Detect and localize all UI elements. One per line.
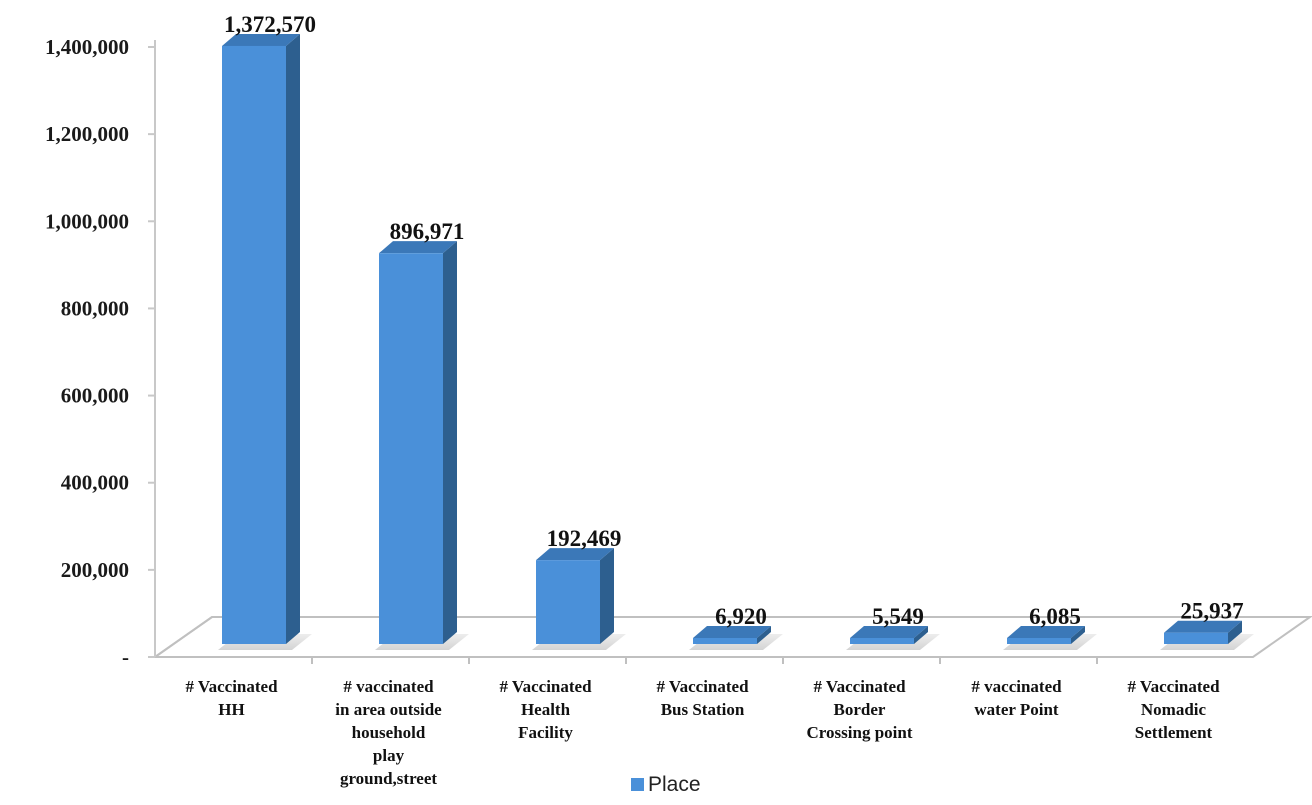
bar-side xyxy=(600,548,614,644)
bar-top xyxy=(1007,626,1085,638)
category-label-line: # Vaccinated xyxy=(656,677,749,696)
category-label: # Vaccinated Border Crossing point xyxy=(807,677,913,742)
bar xyxy=(1160,620,1254,650)
x-axis-labels: # Vaccinated HH # vaccinated in area outsid… xyxy=(185,677,1220,788)
category-label-line: Health xyxy=(521,700,571,719)
value-label: 6,085 xyxy=(1029,604,1081,629)
y-tick-label: 200,000 xyxy=(61,558,129,582)
category-label-line: Bus Station xyxy=(661,700,745,719)
bar-front xyxy=(1007,638,1071,644)
bar-front xyxy=(693,638,757,644)
category-label-line: Settlement xyxy=(1135,723,1213,742)
value-labels: 1,372,570 896,971 192,469 6,920 5,549 6,085 25… xyxy=(224,12,1244,629)
value-label: 192,469 xyxy=(547,526,622,551)
bar-top xyxy=(536,548,614,561)
floor-back-edge xyxy=(154,616,1310,658)
category-label-line: # Vaccinated xyxy=(499,677,592,696)
legend-swatch xyxy=(631,778,644,791)
category-label: # Vaccinated Nomadic Settlement xyxy=(1127,677,1220,742)
bar-front xyxy=(536,560,600,644)
bar xyxy=(218,33,312,650)
bar-top xyxy=(850,626,928,638)
bar-side xyxy=(1071,626,1085,644)
category-label-line: # vaccinated xyxy=(971,677,1062,696)
bar xyxy=(846,626,940,650)
legend: Place xyxy=(631,773,701,796)
category-label-line: Facility xyxy=(518,723,573,742)
y-tick-label: 1,400,000 xyxy=(45,35,129,59)
category-label-line: # vaccinated xyxy=(343,677,434,696)
bar-top xyxy=(1164,620,1242,633)
bar xyxy=(532,548,626,650)
category-label-line: in area outside xyxy=(335,700,442,719)
value-label: 896,971 xyxy=(390,219,465,244)
bars xyxy=(218,33,1254,650)
y-tick-label: 400,000 xyxy=(61,471,129,495)
y-tick-label: 1,200,000 xyxy=(45,122,129,146)
bar-side xyxy=(443,241,457,644)
value-label: 25,937 xyxy=(1180,599,1243,624)
bar-side xyxy=(1228,620,1242,644)
category-label-line: # Vaccinated xyxy=(185,677,278,696)
bar-top xyxy=(379,241,457,254)
category-label-line: play xyxy=(373,746,405,765)
category-label-line: HH xyxy=(218,700,244,719)
bar-side xyxy=(914,626,928,644)
category-label: # Vaccinated Bus Station xyxy=(656,677,749,719)
bar-top xyxy=(222,33,300,46)
bar xyxy=(689,626,783,650)
category-label-line: household xyxy=(352,723,426,742)
y-tick-label: 800,000 xyxy=(61,296,129,320)
category-label-line: ground,street xyxy=(340,769,437,788)
y-tick-label: 600,000 xyxy=(61,384,129,408)
bar xyxy=(1003,626,1097,650)
y-tick-label: - xyxy=(122,645,129,669)
bar-top xyxy=(693,626,771,638)
bar-side xyxy=(757,626,771,644)
category-label: # vaccinated water Point xyxy=(971,677,1062,719)
bar-front xyxy=(850,638,914,644)
category-label-line: # Vaccinated xyxy=(813,677,906,696)
category-label: # Vaccinated Health Facility xyxy=(499,677,592,742)
category-label-line: # Vaccinated xyxy=(1127,677,1220,696)
bar-front xyxy=(379,253,443,644)
y-axis: - 200,000 400,000 600,000 800,000 1,000,000 1,… xyxy=(45,35,156,669)
category-label-line: Crossing point xyxy=(807,723,913,742)
value-label: 1,372,570 xyxy=(224,12,316,37)
category-label-line: Nomadic xyxy=(1141,700,1207,719)
category-label-line: water Point xyxy=(974,700,1059,719)
category-label-line: Border xyxy=(834,700,886,719)
category-label: # Vaccinated HH xyxy=(185,677,278,719)
bar-front xyxy=(1164,632,1228,644)
bar xyxy=(375,241,469,650)
value-label: 5,549 xyxy=(872,604,924,629)
bar-front xyxy=(222,45,286,644)
y-tick-label: 1,000,000 xyxy=(45,209,129,233)
legend-label: Place xyxy=(648,773,701,796)
category-label: # vaccinated in area outside household play… xyxy=(335,677,442,788)
value-label: 6,920 xyxy=(715,604,767,629)
bar-side xyxy=(286,33,300,644)
